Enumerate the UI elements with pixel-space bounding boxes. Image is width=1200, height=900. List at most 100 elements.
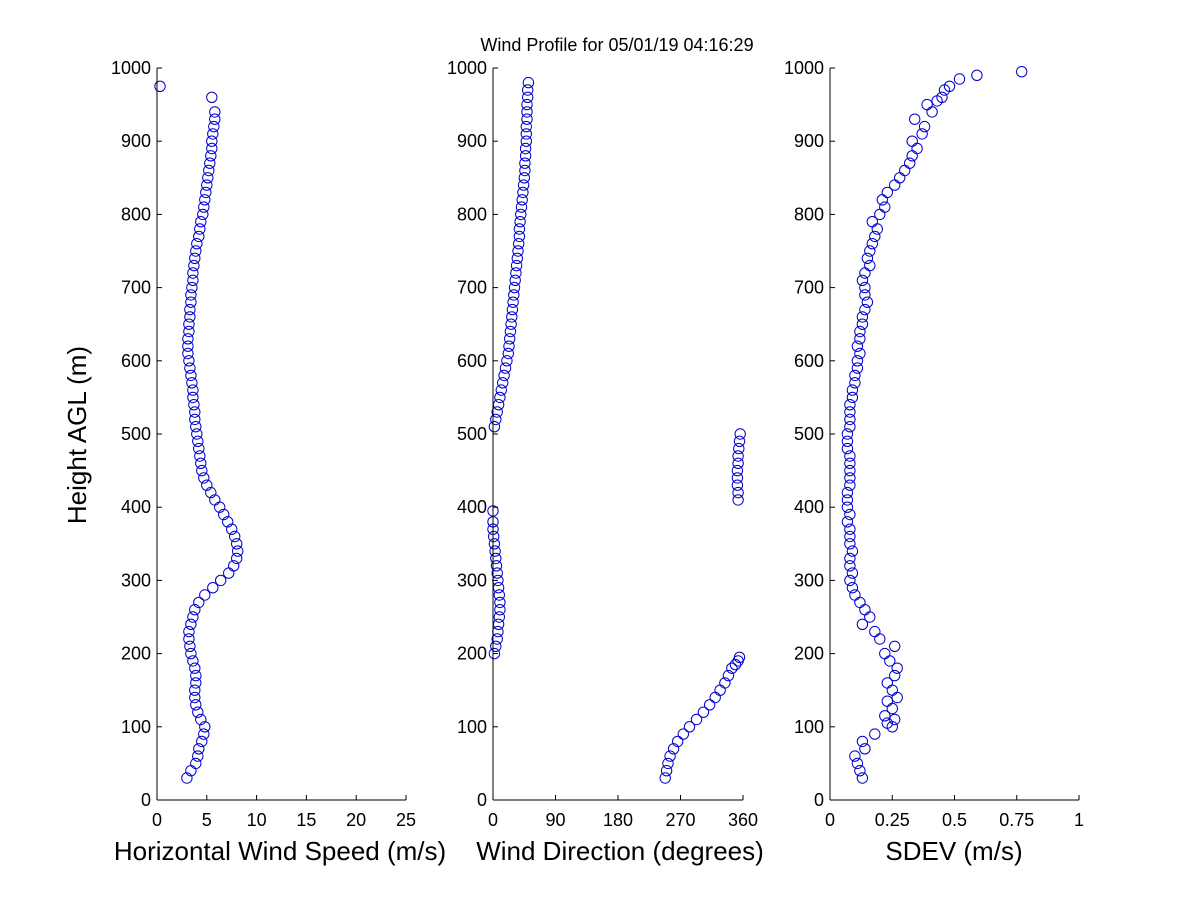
speed-x-tick-label: 0 <box>152 810 162 830</box>
direction-data-point <box>731 479 744 491</box>
direction-data-point <box>502 347 514 360</box>
sdev-data-point <box>844 457 856 469</box>
speed-data-point <box>187 655 199 667</box>
sdev-data-point <box>841 486 854 499</box>
direction-data-point <box>662 757 674 770</box>
direction-data-point <box>509 274 521 286</box>
direction-y-tick-label: 1000 <box>447 58 487 78</box>
speed-data-point <box>200 186 212 199</box>
speed-data-point <box>226 523 238 535</box>
sdev-data-point <box>881 186 893 199</box>
sdev-y-tick-label: 0 <box>814 790 824 810</box>
direction-data-point <box>521 98 533 111</box>
speed-data-point <box>193 743 205 755</box>
sdev-data-point <box>849 377 861 389</box>
speed-y-tick-label: 400 <box>121 497 151 517</box>
speed-data-point <box>188 259 200 272</box>
direction-data-point <box>494 596 506 609</box>
speed-x-tick-label: 10 <box>247 810 267 830</box>
speed-data-point <box>195 457 207 469</box>
sdev-data-point <box>846 391 859 404</box>
speed-data-point <box>183 325 195 338</box>
direction-data-point <box>495 384 507 396</box>
speed-data-point <box>198 472 210 484</box>
sdev-data-point <box>1016 66 1028 78</box>
speed-data-point <box>185 647 197 660</box>
speed-data-point <box>185 369 197 382</box>
direction-x-tick-label: 90 <box>545 810 565 830</box>
direction-data-point <box>510 267 522 279</box>
direction-axes: 0 100 200 300 400 500 600 700 800 900 1000 0 90 180 27… <box>447 58 758 830</box>
speed-data-point <box>187 267 199 279</box>
direction-data-point <box>514 216 526 228</box>
sdev-data-point <box>861 252 874 264</box>
direction-data-point <box>513 230 526 243</box>
sdev-data-point <box>856 274 869 286</box>
sdev-data-point <box>881 695 893 707</box>
sdev-data-point <box>859 289 871 301</box>
direction-data-point <box>511 252 523 264</box>
direction-x-tick-label: 270 <box>665 810 695 830</box>
speed-data-point <box>196 735 208 748</box>
speed-data-point <box>189 684 201 696</box>
sdev-data-point <box>943 80 956 93</box>
sdev-data-point <box>906 135 918 147</box>
direction-data-point <box>522 91 534 104</box>
sdev-data-point <box>846 567 859 579</box>
sdev-x-tick-label: 0.75 <box>999 810 1034 830</box>
speed-data-point <box>187 274 199 286</box>
speed-data-point <box>197 208 209 221</box>
direction-data-point <box>504 325 517 338</box>
sdev-markers <box>841 66 1028 784</box>
speed-data-point <box>154 80 166 93</box>
direction-y-tick-label: 200 <box>457 644 487 664</box>
speed-data-point <box>184 311 196 323</box>
direction-y-tick-label: 900 <box>457 131 487 151</box>
speed-data-point <box>186 377 198 389</box>
direction-data-point <box>488 530 500 543</box>
direction-data-point <box>726 662 738 674</box>
speed-data-point <box>229 530 241 543</box>
speed-x-tick-label: 5 <box>202 810 212 830</box>
speed-data-point <box>187 391 199 404</box>
speed-data-point <box>201 479 213 491</box>
sdev-data-point <box>841 494 854 506</box>
speed-data-point <box>209 106 221 118</box>
direction-data-point <box>672 735 684 748</box>
direction-panel: 0 100 200 300 400 500 600 700 800 900 1000 0 90 180 27… <box>447 58 764 866</box>
direction-data-point <box>732 457 744 469</box>
sdev-data-point <box>844 552 856 565</box>
direction-data-point <box>733 651 746 663</box>
direction-data-point <box>732 450 744 462</box>
sdev-data-point <box>844 523 856 535</box>
sdev-data-point <box>856 311 869 323</box>
sdev-data-point <box>844 472 856 484</box>
sdev-y-tick-label: 900 <box>794 131 824 151</box>
speed-data-point <box>193 442 205 455</box>
direction-data-point <box>520 120 532 133</box>
sdev-data-point <box>864 259 876 272</box>
sdev-y-tick-label: 400 <box>794 497 824 517</box>
speed-data-point <box>222 516 234 528</box>
speed-data-point <box>202 172 214 184</box>
direction-data-point <box>506 311 518 323</box>
sdev-data-point <box>869 728 881 740</box>
direction-data-point <box>704 699 716 711</box>
direction-data-point <box>491 633 503 645</box>
speed-data-point <box>199 589 211 601</box>
direction-data-point <box>690 713 703 726</box>
speed-data-point <box>205 486 217 499</box>
speed-data-point <box>207 582 219 594</box>
direction-y-tick-label: 800 <box>457 204 487 224</box>
sdev-data-point <box>854 347 866 360</box>
sdev-data-point <box>854 333 866 345</box>
sdev-data-point <box>881 717 893 729</box>
direction-data-point <box>489 545 501 557</box>
direction-data-point <box>522 84 534 96</box>
speed-data-point <box>199 194 211 206</box>
speed-data-point <box>208 120 220 133</box>
direction-data-point <box>510 259 523 272</box>
direction-data-point <box>734 428 746 440</box>
direction-data-point <box>506 303 519 316</box>
